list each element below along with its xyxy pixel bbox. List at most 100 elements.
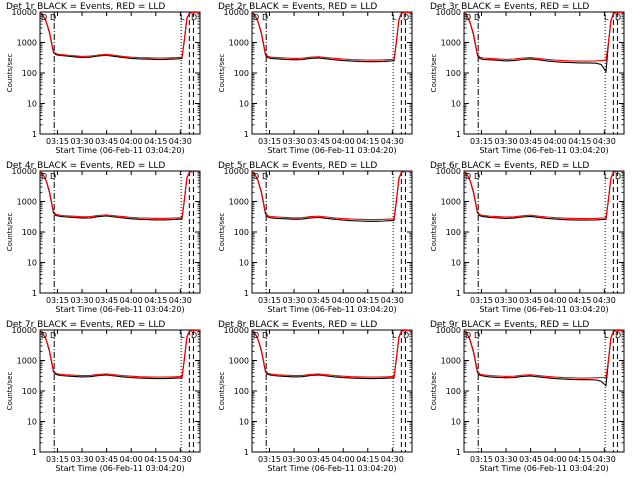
plot-frame — [39, 170, 201, 294]
marker-label: D — [474, 331, 480, 340]
events-series-line — [39, 329, 199, 380]
chart-panel: Det 2r BLACK = Events, RED = LLD 1 10 100 10… — [218, 2, 413, 155]
x-tick-label: 04:30 — [381, 296, 404, 305]
x-tick-label: 04:30 — [169, 455, 192, 464]
x-tick-label: 04:30 — [593, 455, 616, 464]
y-tick-label: 1000 — [17, 357, 37, 366]
y-tick-label: 100 — [446, 228, 461, 237]
marker-label: L — [604, 331, 609, 340]
y-tick-label: 10000 — [224, 8, 249, 17]
y-tick-label: 10 — [239, 100, 249, 109]
x-tick-label: 03:45 — [519, 296, 542, 305]
x-tick-label: 03:30 — [283, 455, 306, 464]
x-tick-label: 04:30 — [381, 137, 404, 146]
lld-series-line — [463, 11, 623, 62]
plot-frame — [463, 170, 625, 294]
x-axis-label: Start Time (06-Feb-11 03:04:20) — [55, 464, 184, 473]
lld-series-line — [463, 170, 623, 220]
marker-label: D — [50, 172, 56, 181]
x-axis-label: Start Time (06-Feb-11 03:04:20) — [267, 305, 396, 314]
events-series-line — [251, 329, 411, 380]
y-tick-label: 10000 — [224, 326, 249, 335]
x-tick-label: 04:00 — [332, 296, 355, 305]
y-axis-label: Counts/sec — [218, 372, 226, 411]
x-tick-label: 04:15 — [356, 296, 379, 305]
marker-label: D — [253, 331, 259, 340]
marker-label: D — [191, 331, 197, 340]
x-tick-label: 04:15 — [356, 137, 379, 146]
x-tick-label: 04:00 — [332, 455, 355, 464]
marker-label: D — [253, 13, 259, 22]
chart-panel: Det 7r BLACK = Events, RED = LLD 1 10 100 10… — [6, 320, 201, 473]
x-tick-label: 04:15 — [144, 455, 167, 464]
x-tick-label: 04:00 — [544, 296, 567, 305]
y-tick-label: 1 — [32, 289, 37, 298]
chart-panel: Det 6r BLACK = Events, RED = LLD 1 10 100 10… — [430, 161, 625, 314]
marker-label: D — [41, 331, 47, 340]
x-tick-label: 04:00 — [120, 296, 143, 305]
x-tick-label: 03:45 — [95, 455, 118, 464]
x-tick-label: 04:00 — [544, 137, 567, 146]
y-axis-label: Counts/sec — [6, 372, 14, 411]
x-tick-label: 03:45 — [307, 137, 330, 146]
x-tick-label: 03:15 — [46, 137, 69, 146]
x-tick-label: 03:45 — [307, 455, 330, 464]
x-tick-label: 04:00 — [332, 137, 355, 146]
x-tick-label: 04:30 — [381, 455, 404, 464]
lld-series-line — [251, 329, 411, 378]
y-tick-label: 10000 — [12, 167, 37, 176]
marker-label: L — [604, 172, 609, 181]
chart-panel: Det 1r BLACK = Events, RED = LLD 1 10 100 10… — [6, 2, 201, 155]
marker-label: L — [604, 13, 609, 22]
y-tick-label: 100 — [446, 69, 461, 78]
y-axis-label: Counts/sec — [430, 54, 438, 93]
y-tick-label: 1000 — [441, 357, 461, 366]
y-tick-label: 1000 — [17, 198, 37, 207]
marker-label: D — [474, 172, 480, 181]
marker-label: D — [465, 331, 471, 340]
x-tick-label: 04:15 — [568, 455, 591, 464]
chart-panel: Det 4r BLACK = Events, RED = LLD 1 10 100 10… — [6, 161, 201, 314]
lld-series-line — [39, 11, 199, 59]
x-tick-label: 03:15 — [258, 296, 281, 305]
y-axis-label: Counts/sec — [218, 213, 226, 252]
y-tick-label: 100 — [446, 387, 461, 396]
y-tick-label: 1 — [456, 289, 461, 298]
events-series-line — [251, 170, 411, 222]
marker-label: D — [615, 13, 621, 22]
y-tick-label: 1000 — [229, 39, 249, 48]
y-tick-label: 10 — [451, 259, 461, 268]
x-tick-label: 03:30 — [71, 455, 94, 464]
x-tick-label: 04:15 — [568, 296, 591, 305]
x-tick-label: 04:30 — [593, 137, 616, 146]
x-tick-label: 03:30 — [71, 296, 94, 305]
y-tick-label: 10000 — [12, 8, 37, 17]
chart-title: Det 5r BLACK = Events, RED = LLD — [218, 161, 377, 171]
plot-frame — [251, 329, 413, 453]
marker-label: D — [41, 13, 47, 22]
x-tick-label: 03:15 — [470, 455, 493, 464]
x-tick-label: 04:30 — [169, 296, 192, 305]
x-tick-label: 04:15 — [356, 455, 379, 464]
chart-panel: Det 8r BLACK = Events, RED = LLD 1 10 100 10… — [218, 320, 413, 473]
x-tick-label: 03:15 — [470, 137, 493, 146]
y-tick-label: 10000 — [224, 167, 249, 176]
x-tick-label: 03:30 — [71, 137, 94, 146]
x-axis-label: Start Time (06-Feb-11 03:04:20) — [479, 146, 608, 155]
y-tick-label: 10000 — [12, 326, 37, 335]
x-tick-label: 03:15 — [46, 296, 69, 305]
marker-label: D — [615, 172, 621, 181]
marker-label: D — [253, 172, 259, 181]
y-tick-label: 1 — [244, 448, 249, 457]
marker-label: L — [180, 13, 185, 22]
plot-frame — [463, 329, 625, 453]
events-series-line — [251, 11, 411, 63]
y-tick-label: 10 — [239, 259, 249, 268]
marker-label: L — [392, 13, 397, 22]
y-tick-label: 1 — [244, 130, 249, 139]
x-tick-label: 03:45 — [95, 137, 118, 146]
marker-label: D — [262, 172, 268, 181]
lld-series-line — [39, 170, 199, 219]
x-tick-label: 04:30 — [169, 137, 192, 146]
